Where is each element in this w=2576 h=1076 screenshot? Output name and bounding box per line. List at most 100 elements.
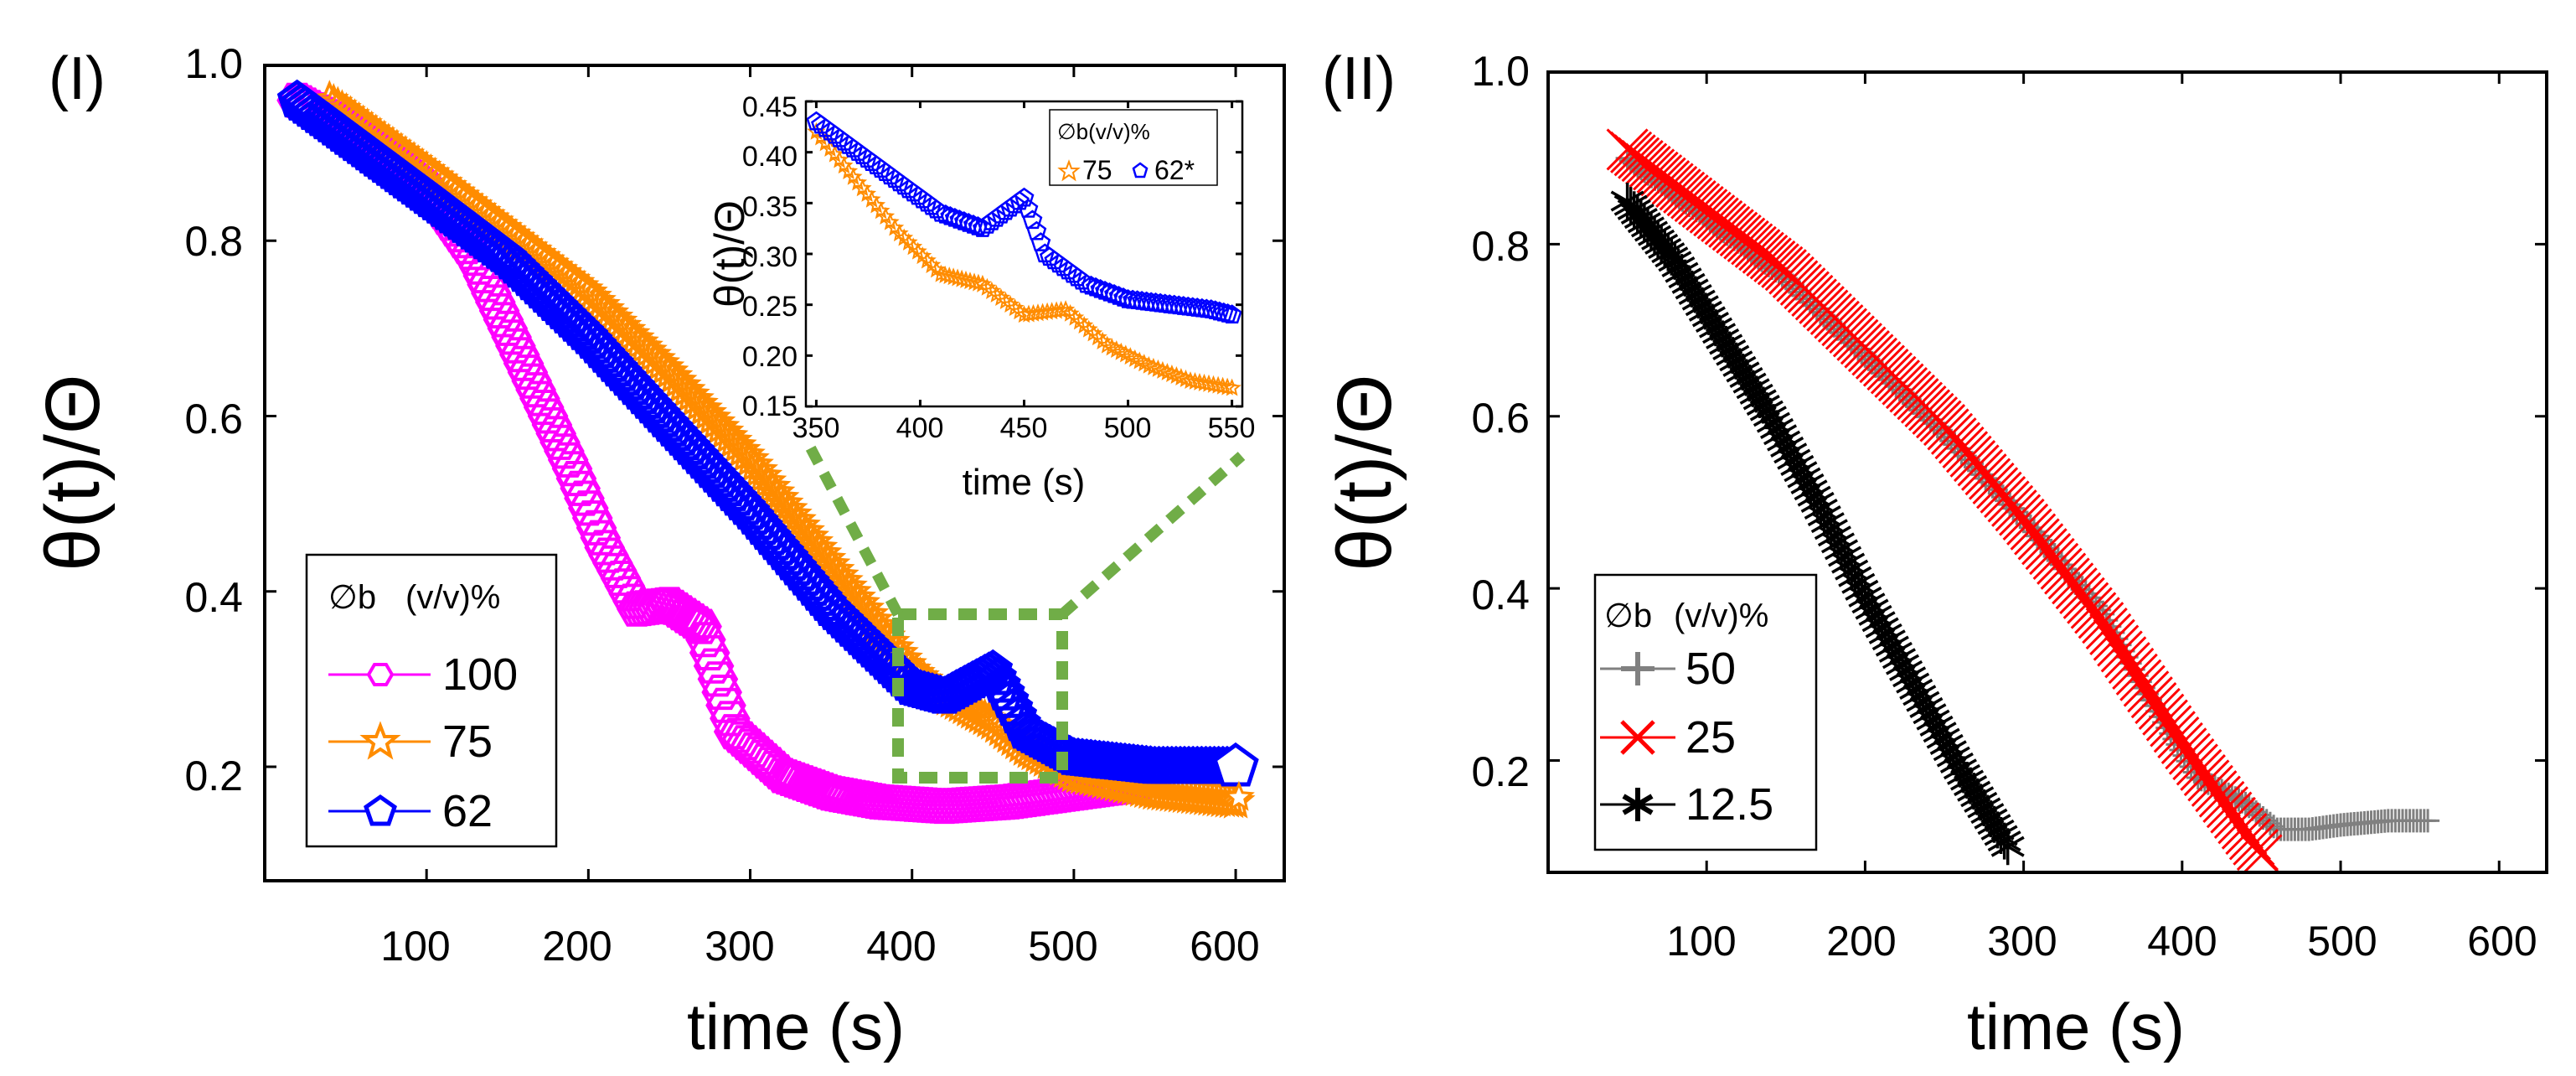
series-25 <box>1606 128 2283 872</box>
data-point <box>721 430 761 468</box>
series-12.5 <box>1610 183 2025 866</box>
legend-unit-left: (v/v)% <box>405 579 500 616</box>
inset-x-tick-label: 500 <box>1104 412 1152 444</box>
data-point <box>567 490 609 526</box>
zoom-line-right <box>1058 452 1246 618</box>
data-point <box>739 450 779 488</box>
y-tick-label: 0.4 <box>1471 572 1530 618</box>
data-point <box>669 600 710 636</box>
series-62* <box>806 111 1242 323</box>
data-point <box>560 470 601 506</box>
data-point <box>777 499 817 538</box>
legend-label-50: 50 <box>1685 644 1736 694</box>
end-point-62 <box>1212 742 1259 787</box>
inset-x-tick-label: 400 <box>896 412 944 444</box>
data-point <box>837 577 876 615</box>
data-point <box>677 606 719 642</box>
data-point <box>1030 232 1051 251</box>
data-point <box>1218 377 1237 396</box>
data-point <box>689 634 730 670</box>
data-point <box>798 527 839 566</box>
legend-label-12.5: 12.5 <box>1685 779 1773 830</box>
plot-frame-right <box>1546 70 2548 874</box>
data-point <box>751 467 792 504</box>
data-point <box>507 354 549 391</box>
data-point <box>1004 194 1025 214</box>
data-point <box>811 544 851 582</box>
data-point <box>551 451 593 487</box>
data-point <box>1022 210 1043 230</box>
data-point <box>756 472 796 510</box>
data-point <box>523 390 565 426</box>
inset-legend-title: ∅b(v/v)% <box>1057 119 1150 144</box>
data-point <box>1987 822 2021 860</box>
inset-legend: ∅b(v/v)% 75 62* <box>1049 109 1218 186</box>
legend-label-62: 62 <box>442 786 493 836</box>
x-axis-title-right: time (s) <box>1967 990 2185 1063</box>
panel-label-right: (II) <box>1322 45 1396 112</box>
data-point <box>1204 375 1223 393</box>
y-tick-labels-right: 0.2 0.4 0.6 0.8 1.0 <box>1471 48 1530 795</box>
x-tick-label: 200 <box>542 923 612 970</box>
data-point <box>1990 828 2025 866</box>
inset-x-tick-label: 350 <box>792 412 840 444</box>
inset-x-tick-label: 550 <box>1208 412 1256 444</box>
data-point <box>1213 376 1232 395</box>
data-point <box>823 561 864 599</box>
inset-x-axis-title: time (s) <box>963 462 1086 503</box>
zoom-highlight-box <box>892 608 1068 784</box>
x-tick-labels-right: 100 200 300 400 500 600 <box>1666 918 2537 965</box>
data-point <box>819 556 860 593</box>
legend-symbol-left: ∅b <box>328 579 376 616</box>
data-point <box>807 539 847 577</box>
data-point <box>653 589 694 625</box>
data-point <box>685 622 726 658</box>
inset-x-tick-label: 450 <box>1000 412 1048 444</box>
x-tick-label: 600 <box>2467 918 2537 965</box>
data-point <box>535 416 577 452</box>
x-tick-label: 500 <box>2307 918 2377 965</box>
data-point <box>544 433 585 469</box>
data-point <box>539 424 581 460</box>
data-point <box>2240 834 2283 872</box>
data-point <box>1026 220 1047 241</box>
data-point <box>693 648 735 684</box>
data-point <box>1113 287 1133 307</box>
data-point <box>515 372 556 408</box>
data-point <box>730 439 770 477</box>
inset-y-tick-label: 0.40 <box>742 141 798 173</box>
data-point <box>531 406 573 442</box>
data-point <box>491 319 532 355</box>
plot-frame-left <box>263 64 1286 882</box>
y-tick-label: 1.0 <box>1471 48 1530 95</box>
data-point <box>1984 816 2018 854</box>
legend-symbol-right: ∅b <box>1604 597 1652 634</box>
x-tick-label: 200 <box>1826 918 1896 965</box>
data-point <box>743 456 783 494</box>
series-layer-inset <box>806 111 1242 396</box>
data-point <box>576 510 617 546</box>
legend-label-25: 25 <box>1685 712 1736 763</box>
data-point <box>483 302 524 338</box>
data-point <box>1180 371 1200 390</box>
inset-legend-label-75: 75 <box>1082 155 1112 185</box>
inset-y-tick-label: 0.45 <box>742 91 798 123</box>
data-point <box>555 461 597 497</box>
data-point <box>487 310 529 346</box>
data-point <box>803 533 843 572</box>
data-point <box>495 328 536 364</box>
data-point <box>571 500 613 536</box>
y-tick-label: 0.4 <box>184 574 243 621</box>
y-tick-label: 0.6 <box>184 396 243 442</box>
data-point <box>829 566 868 604</box>
data-point <box>772 494 813 532</box>
inset-y-tick-label: 0.15 <box>742 391 798 422</box>
inset-legend-star-75 <box>1057 159 1081 182</box>
inset-legend-label-62: 62* <box>1154 155 1195 185</box>
data-point <box>746 743 787 779</box>
legend-star-75 <box>359 721 401 760</box>
legend-label-75: 75 <box>442 716 493 767</box>
data-point <box>1209 375 1228 394</box>
data-point <box>1221 304 1242 323</box>
ticks-inset <box>806 100 1242 408</box>
